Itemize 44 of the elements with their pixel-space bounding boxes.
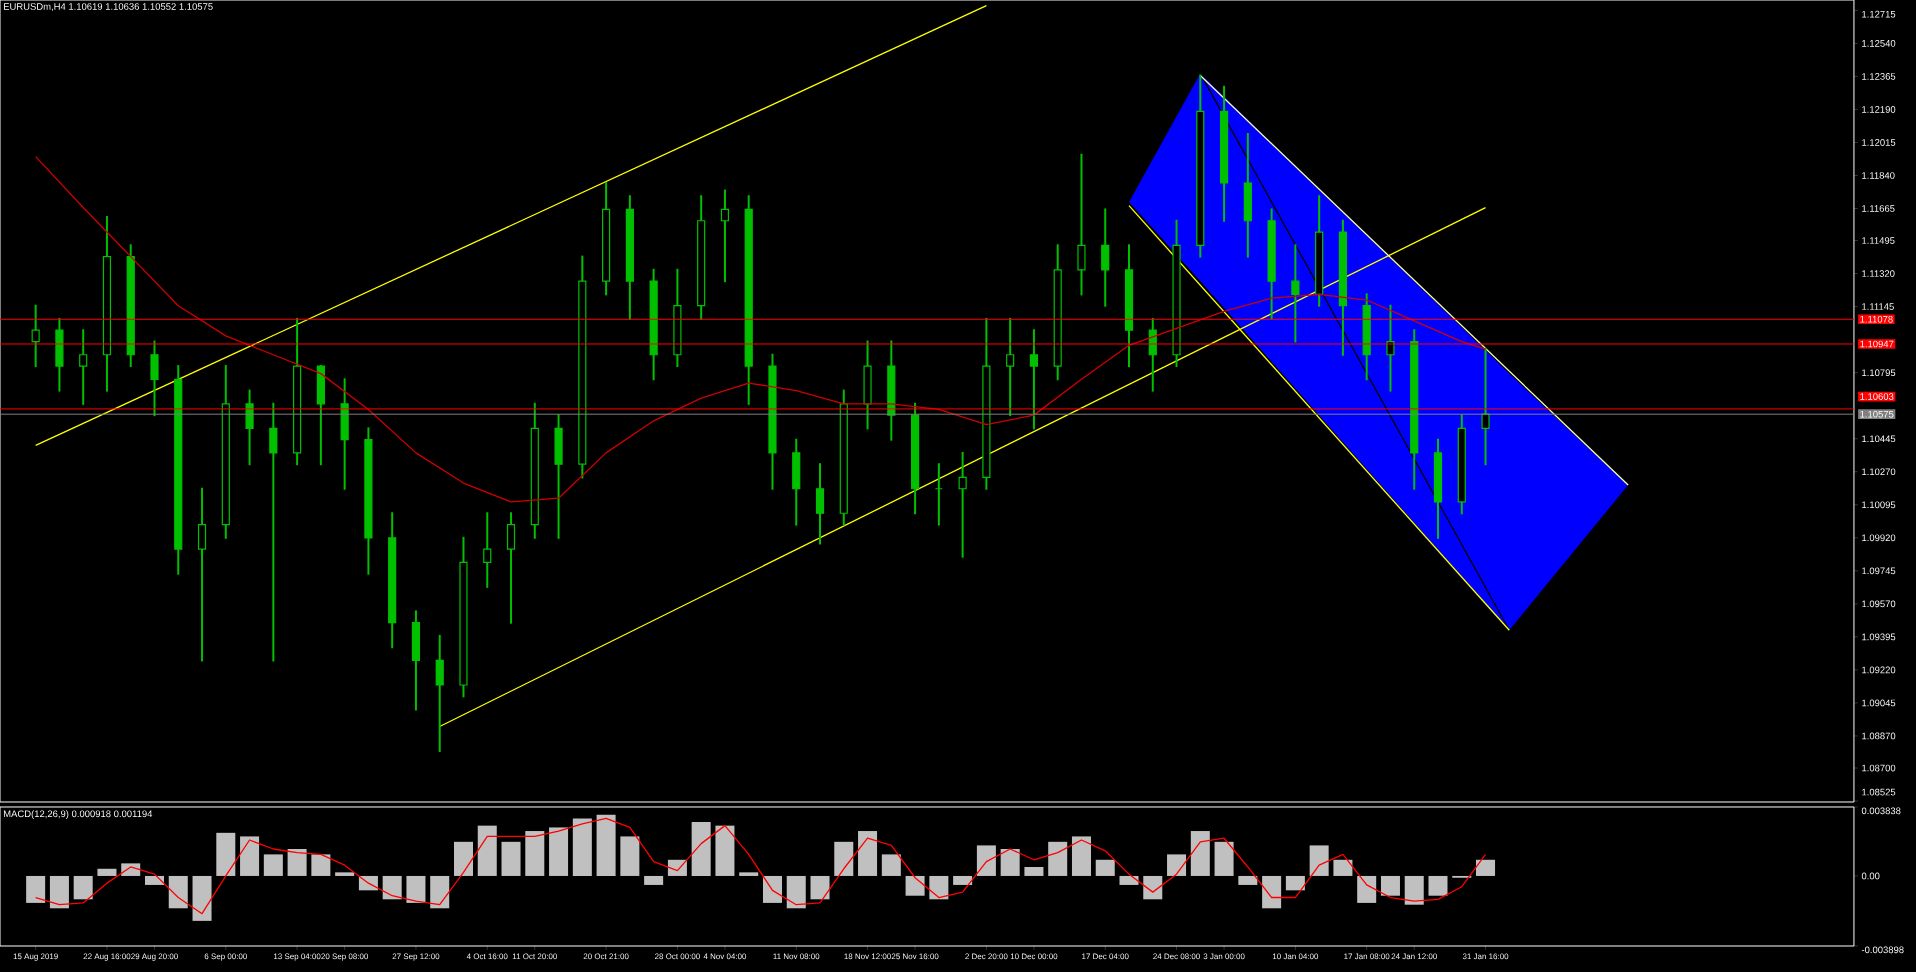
y-tick-label: 1.12715	[1862, 10, 1896, 18]
candlestick	[958, 451, 967, 558]
candlestick	[1291, 244, 1300, 343]
y-tick-label: 1.08700	[1862, 764, 1896, 772]
y-tick-label: 1.09395	[1862, 633, 1896, 641]
y-tick-label: 1.09045	[1862, 699, 1896, 707]
y-tick-label: 1.09570	[1862, 600, 1896, 608]
y-tick-label: 1.12365	[1862, 73, 1896, 80]
candlestick	[1006, 317, 1015, 417]
ref-line-label: 1.10575	[1860, 410, 1894, 418]
y-tick-label: 0.00	[1861, 872, 1880, 880]
line-series	[35, 155, 1487, 503]
chart-title: MACD(12,26,9) 0.000918 0.001194	[3, 810, 153, 819]
ref-line-label: 1.10947	[1860, 340, 1894, 348]
y-tick-label: 1.09220	[1862, 666, 1896, 674]
candlestick	[79, 329, 88, 405]
y-tick-label: 1.11145	[1862, 303, 1894, 310]
y-tick-label: 1.10445	[1862, 435, 1896, 443]
candlestick	[1481, 348, 1490, 466]
candlestick	[1029, 329, 1039, 430]
y-tick-label: 1.10795	[1862, 369, 1896, 377]
candlestick	[31, 304, 40, 368]
y-tick-label: 1.11840	[1862, 172, 1895, 179]
candlestick	[269, 402, 278, 662]
y-tick-label: 1.12190	[1862, 106, 1896, 113]
y-tick-label: 1.11665	[1862, 205, 1895, 212]
y-tick-label: 1.11495	[1862, 237, 1895, 244]
candlestick	[483, 512, 492, 588]
candlestick	[1386, 304, 1395, 392]
y-tick-label: 1.08525	[1862, 788, 1896, 796]
y-tick-label: 1.10270	[1862, 468, 1896, 476]
y-tick-label: 0.003838	[1861, 807, 1901, 815]
y-tick-label: 1.10095	[1862, 501, 1896, 509]
ref-line-label: 1.11078	[1860, 315, 1893, 323]
y-tick-label: 1.09745	[1862, 567, 1896, 575]
ref-line-label: 1.10603	[1860, 393, 1894, 400]
y-tick-label: 1.08870	[1862, 732, 1896, 740]
y-tick-label: 1.09920	[1862, 534, 1896, 542]
candlestick	[720, 189, 730, 283]
y-tick-label: 1.12015	[1862, 139, 1896, 146]
y-tick-label: 1.12540	[1862, 40, 1896, 47]
chart-title: EURUSDm,H4 1.10619 1.10636 1.10552 1.10575	[3, 3, 213, 11]
y-tick-label: 1.11320	[1862, 270, 1895, 277]
y-tick-label: -0.003898	[1861, 946, 1904, 954]
